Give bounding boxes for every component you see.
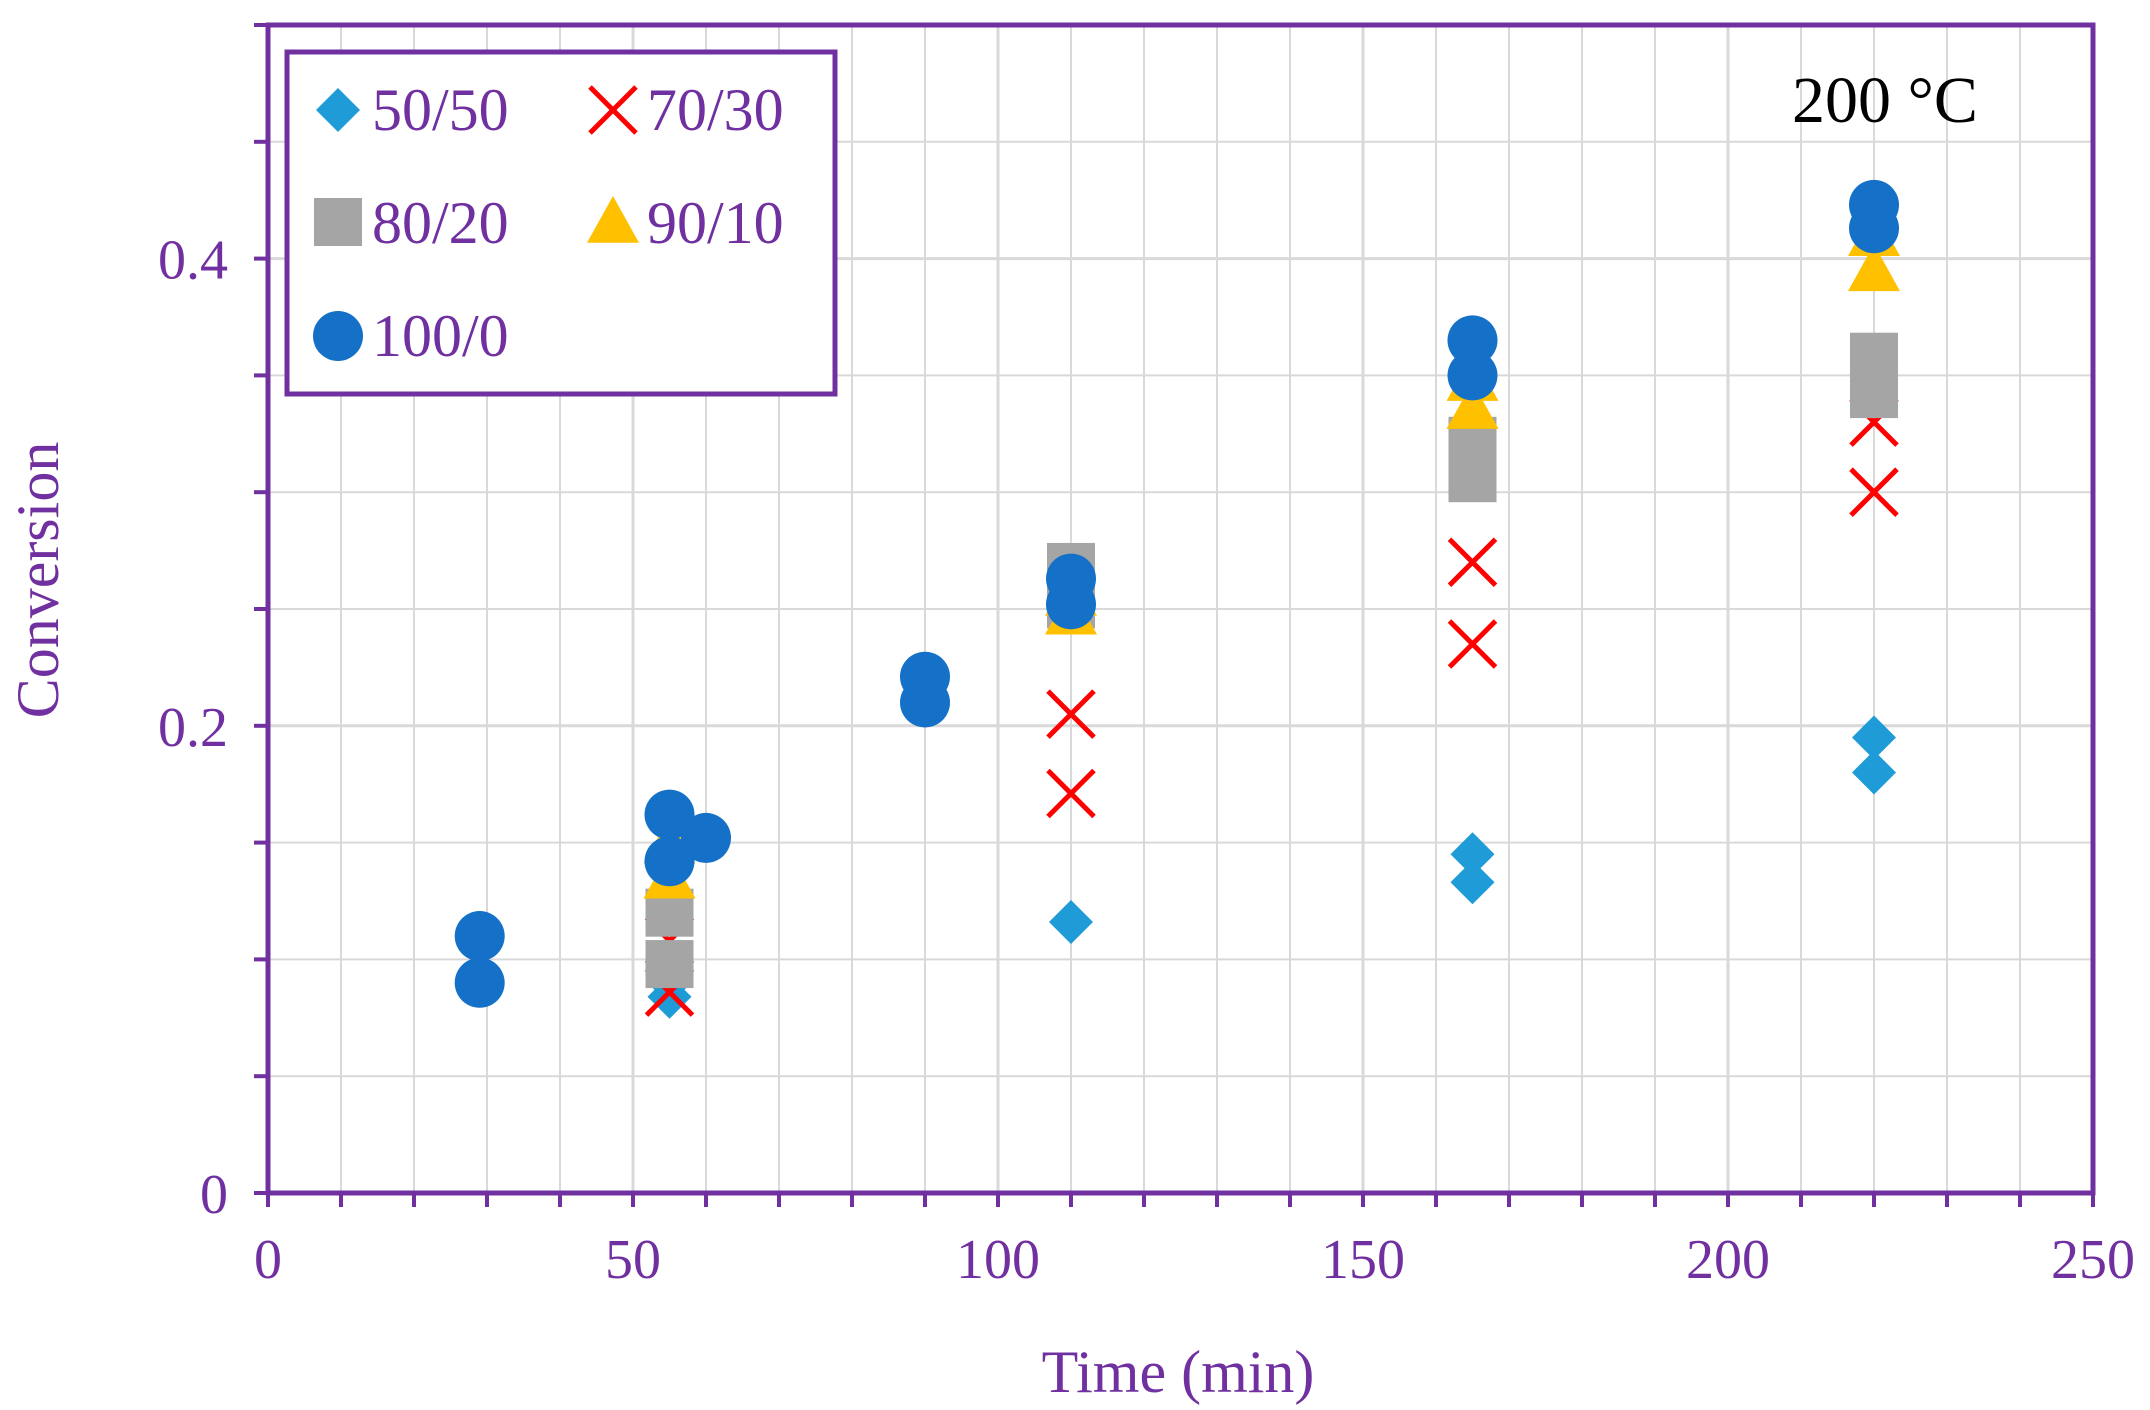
data-point-90-10 [1848, 244, 1900, 292]
data-point-50-50 [1450, 860, 1495, 905]
x-tick-label: 50 [605, 1229, 661, 1291]
data-point-70-30 [1447, 537, 1498, 588]
legend-symbol-80-20 [314, 198, 362, 246]
legend-label-80-20: 80/20 [372, 190, 509, 256]
legend-label-100-0: 100/0 [372, 303, 509, 369]
data-point-50-50 [1049, 900, 1093, 945]
x-stroke [1447, 537, 1498, 588]
x-tick-label: 0 [254, 1229, 282, 1291]
data-point-100-0 [1447, 350, 1498, 401]
x-stroke [588, 85, 638, 135]
x-stroke [1046, 689, 1096, 739]
data-point-100-0 [454, 957, 505, 1008]
data-point-100-0 [644, 789, 695, 840]
data-points [454, 179, 1900, 1019]
y-tick-label: 0 [200, 1164, 228, 1226]
legend-label-90-10: 90/10 [647, 190, 784, 256]
data-point-90-10 [1446, 382, 1499, 429]
legend-label-50-50: 50/50 [372, 77, 509, 143]
legend: 50/50 70/30 80/20 90/10 100/0 [284, 49, 838, 397]
data-point-100-0 [1447, 315, 1498, 366]
legend-symbols [313, 85, 639, 361]
data-point-100-0 [900, 651, 950, 702]
x-stroke [1447, 619, 1498, 669]
data-point-50-50 [1852, 715, 1896, 760]
y-tick-label: 0.4 [158, 230, 228, 292]
y-tick-label: 0.2 [158, 697, 228, 759]
data-point-80-20 [645, 940, 694, 989]
axes: 0 50 100 150 200 250 0 0.2 0.4 [158, 22, 2135, 1291]
x-tick-label: 200 [1686, 1229, 1770, 1291]
data-point-100-0 [644, 836, 695, 887]
x-stroke [1849, 467, 1899, 517]
x-axis-title: Time (min) [1042, 1339, 1315, 1405]
x-tick-label: 150 [1321, 1229, 1405, 1291]
legend-label-70-30: 70/30 [647, 77, 784, 143]
data-point-70-30 [1046, 689, 1096, 739]
data-point-100-0 [1046, 553, 1096, 604]
data-point-70-30 [1447, 619, 1498, 669]
data-point-100-0 [681, 812, 731, 863]
legend-symbol-100-0 [313, 311, 363, 361]
data-point-50-50 [1852, 750, 1896, 795]
x-stroke [1046, 768, 1096, 819]
legend-frame [284, 49, 838, 397]
x-tick-label: 100 [956, 1229, 1040, 1291]
legend-symbol-70-30 [588, 85, 638, 135]
data-point-100-0 [454, 911, 505, 962]
data-point-50-50 [1450, 832, 1495, 877]
temperature-annotation: 200 °C [1792, 64, 1978, 137]
data-point-100-0 [1849, 179, 1899, 230]
x-tick-label: 250 [2051, 1229, 2135, 1291]
data-point-70-30 [1849, 467, 1899, 517]
data-point-80-20 [1850, 332, 1898, 381]
series-100-0 [454, 179, 1899, 1008]
legend-symbol-50-50 [316, 88, 360, 132]
legend-symbol-90-10 [587, 196, 639, 243]
data-point-70-30 [1046, 768, 1096, 819]
y-axis-title: Conversion [5, 442, 71, 719]
